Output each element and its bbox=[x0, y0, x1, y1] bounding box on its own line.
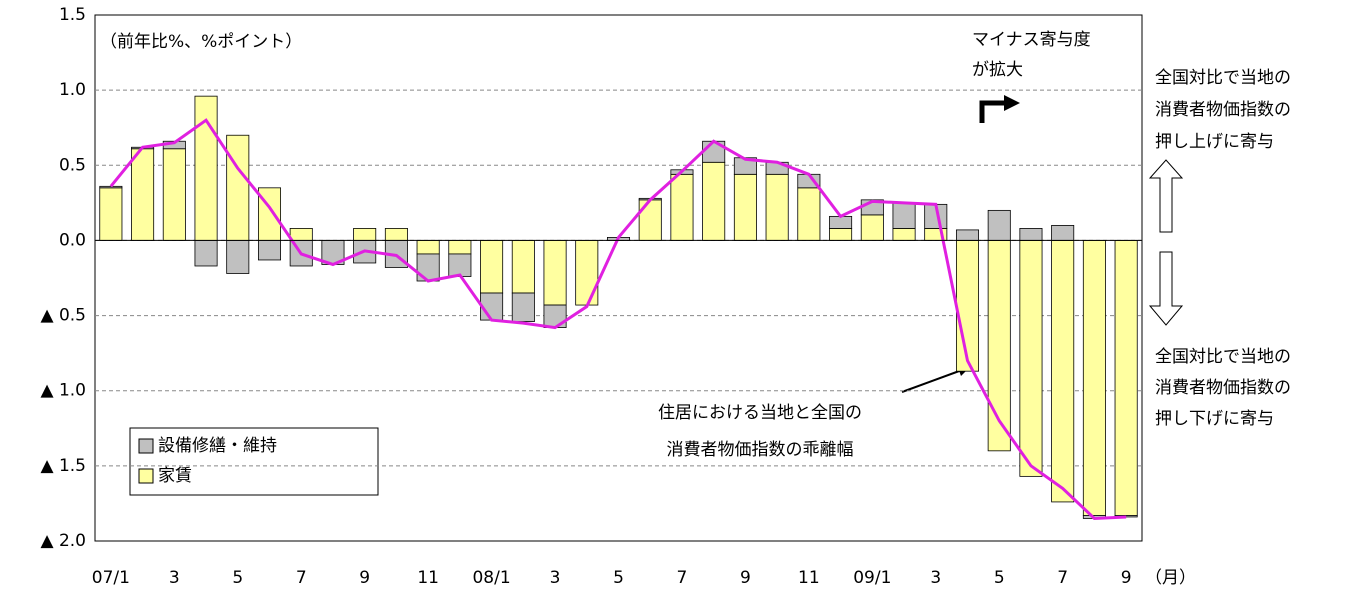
bar bbox=[1019, 228, 1043, 241]
bar bbox=[384, 228, 408, 241]
bar bbox=[733, 173, 757, 241]
bar bbox=[702, 161, 726, 241]
x-tick-label: 5 bbox=[232, 568, 243, 588]
annotation: 押し下げに寄与 bbox=[1155, 409, 1274, 429]
legend-swatch bbox=[138, 438, 154, 454]
bar bbox=[480, 240, 504, 294]
line-label: 住居における当地と全国の bbox=[658, 403, 862, 423]
line bbox=[109, 118, 1127, 520]
line-label: 消費者物価指数の乖離幅 bbox=[667, 440, 854, 460]
bar bbox=[1051, 224, 1075, 241]
bar bbox=[416, 253, 440, 282]
bar bbox=[987, 209, 1011, 241]
down-arrow bbox=[1148, 251, 1184, 326]
x-tick-label: 09/1 bbox=[853, 568, 891, 588]
bar bbox=[1019, 240, 1043, 477]
bar bbox=[829, 228, 853, 241]
bar bbox=[638, 199, 662, 241]
bar bbox=[892, 228, 916, 241]
bar bbox=[194, 95, 218, 241]
bent-arrow bbox=[979, 100, 1006, 123]
y-tick-label: 1.0 bbox=[59, 80, 86, 100]
bar bbox=[575, 240, 599, 306]
bar bbox=[353, 228, 377, 241]
unit-note: （前年比%、%ポイント） bbox=[100, 32, 302, 52]
bar bbox=[765, 173, 789, 241]
y-tick-label: ▲ 2.0 bbox=[40, 531, 86, 551]
x-tick-label: 11 bbox=[798, 568, 820, 588]
legend-label: 家賃 bbox=[158, 466, 192, 486]
y-tick-label: ▲ 1.0 bbox=[40, 381, 86, 401]
up-arrow bbox=[1148, 159, 1184, 233]
legend bbox=[129, 427, 379, 496]
annotation: 消費者物価指数の bbox=[1155, 378, 1291, 398]
plot-frame bbox=[94, 14, 1143, 542]
bar bbox=[99, 185, 123, 189]
annotation: 消費者物価指数の bbox=[1155, 100, 1291, 120]
bar bbox=[543, 240, 567, 306]
bar bbox=[955, 229, 980, 241]
bar bbox=[448, 253, 472, 277]
legend-label: 設備修繕・維持 bbox=[158, 436, 277, 456]
bar bbox=[797, 187, 821, 241]
bar bbox=[892, 202, 916, 229]
x-tick-label: 07/1 bbox=[92, 568, 130, 588]
bar bbox=[226, 134, 250, 241]
bar bbox=[257, 240, 282, 261]
bar bbox=[1051, 240, 1075, 503]
bar bbox=[1114, 240, 1138, 516]
y-tick-label: ▲ 1.5 bbox=[40, 456, 86, 476]
annotation-arrow bbox=[901, 369, 963, 393]
y-tick-label: 0.0 bbox=[59, 230, 86, 250]
x-tick-label: 5 bbox=[613, 568, 624, 588]
bar bbox=[448, 240, 472, 255]
bar bbox=[289, 228, 313, 241]
annotation: 全国対比で当地の bbox=[1155, 347, 1291, 367]
x-tick-label: 9 bbox=[359, 568, 370, 588]
bent-arrow-head bbox=[1004, 95, 1020, 111]
annotation: マイナス寄与度 bbox=[972, 30, 1091, 50]
x-tick-label: 9 bbox=[1121, 568, 1132, 588]
bar bbox=[226, 240, 250, 274]
x-tick-label: 3 bbox=[550, 568, 561, 588]
bar bbox=[131, 148, 155, 241]
x-tick-label: 7 bbox=[677, 568, 688, 588]
x-tick-label: 08/1 bbox=[472, 568, 510, 588]
x-tick-label: 11 bbox=[417, 568, 439, 588]
x-tick-label: 3 bbox=[169, 568, 180, 588]
bar bbox=[829, 215, 853, 229]
bar bbox=[511, 292, 535, 322]
x-tick-label: 9 bbox=[740, 568, 751, 588]
bar bbox=[670, 173, 694, 241]
bar bbox=[194, 240, 218, 267]
x-unit: （月） bbox=[1145, 568, 1196, 588]
y-tick-label: ▲ 0.5 bbox=[40, 306, 86, 326]
annotation: 全国対比で当地の bbox=[1155, 68, 1291, 88]
bar bbox=[1082, 240, 1106, 516]
bar bbox=[99, 187, 123, 241]
bar bbox=[416, 240, 440, 255]
annotation: 押し上げに寄与 bbox=[1155, 132, 1274, 152]
bar bbox=[511, 240, 535, 294]
x-tick-label: 7 bbox=[1057, 568, 1068, 588]
bar bbox=[860, 214, 884, 241]
x-tick-label: 7 bbox=[296, 568, 307, 588]
annotation: が拡大 bbox=[972, 60, 1023, 80]
bar bbox=[955, 240, 980, 372]
x-tick-label: 3 bbox=[930, 568, 941, 588]
x-tick-label: 5 bbox=[994, 568, 1005, 588]
y-tick-label: 0.5 bbox=[59, 155, 86, 175]
legend-swatch bbox=[138, 468, 154, 484]
y-tick-label: 1.5 bbox=[59, 5, 86, 25]
bar bbox=[162, 148, 186, 241]
